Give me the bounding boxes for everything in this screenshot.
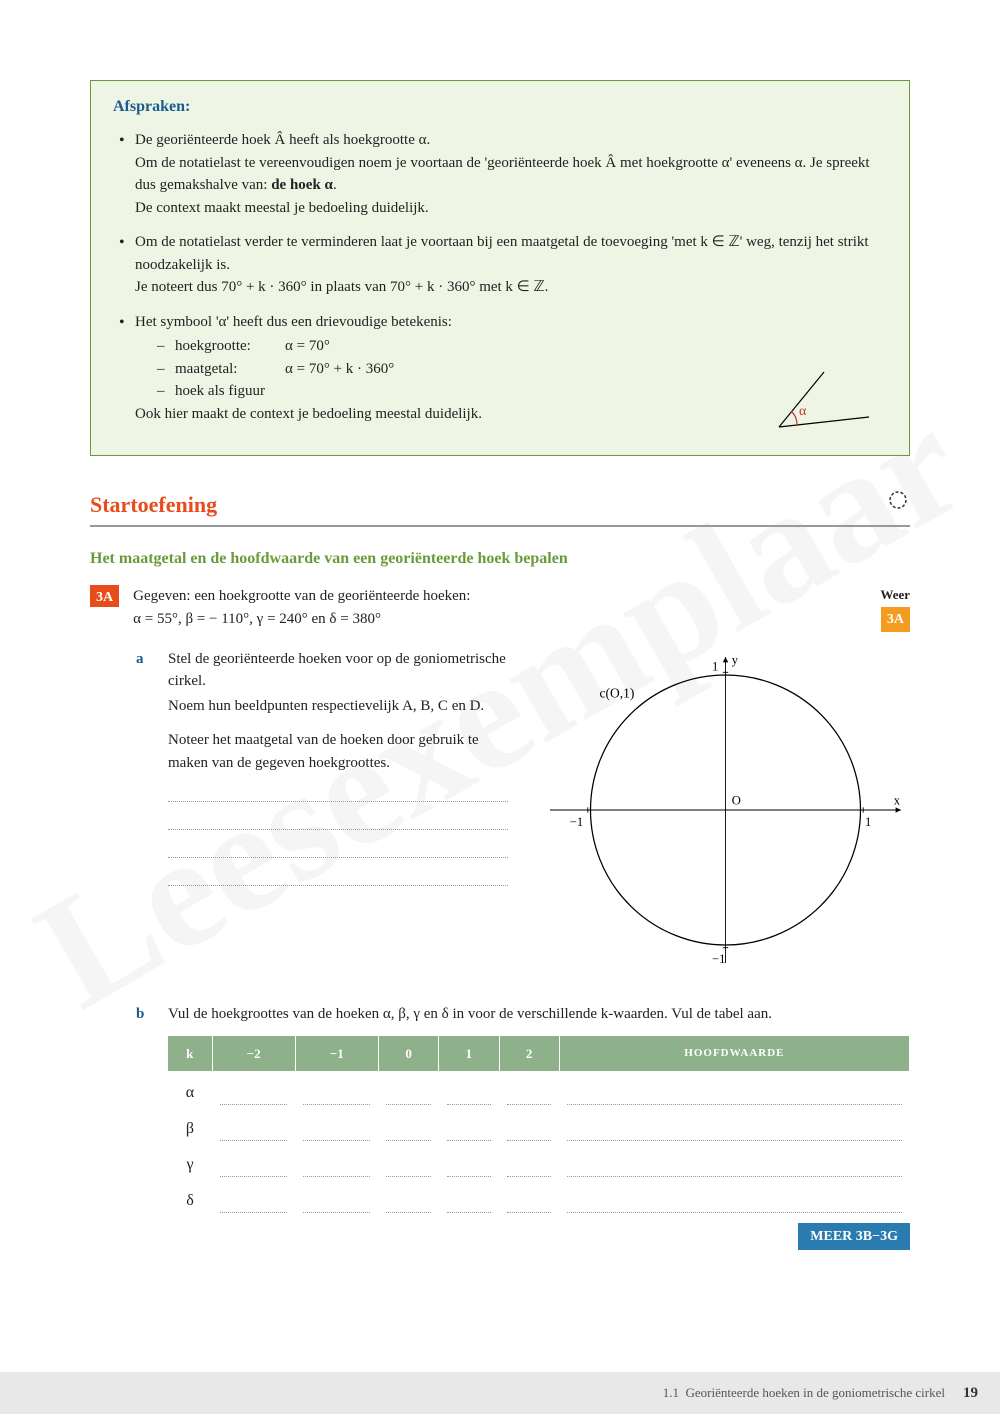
cell[interactable] [295, 1143, 378, 1179]
afspraken-box: Afspraken: De georiënteerde hoek Â heeft… [90, 80, 910, 456]
svg-text:1: 1 [712, 659, 718, 673]
row-label: α [168, 1071, 212, 1107]
unit-circle: x y O 1 1 −1 −1 c(O,1) [532, 648, 910, 972]
page-footer: 1.1 Georiënteerde hoeken in de goniometr… [0, 1372, 1000, 1414]
alpha-label: α [799, 404, 807, 419]
row-label: γ [168, 1143, 212, 1179]
b2-line2: Je noteert dus 70° + k · 360° in plaats … [135, 279, 548, 295]
footer-title: Georiënteerde hoeken in de goniometrisch… [685, 1385, 945, 1400]
table-row: γ [168, 1143, 910, 1179]
footer-section: 1.1 [663, 1385, 679, 1400]
answer-line[interactable] [168, 808, 508, 830]
b1-line1: De georiënteerde hoek Â heeft als hoekgr… [135, 132, 430, 148]
weer-label: Weer [880, 585, 910, 605]
b3-line1: Het symbool 'α' heeft dus een drievoudig… [135, 314, 452, 330]
cell[interactable] [295, 1107, 378, 1143]
cell[interactable] [439, 1143, 499, 1179]
b1-line3: De context maakt meestal je bedoeling du… [135, 200, 429, 216]
cell[interactable] [559, 1179, 909, 1215]
svg-text:1: 1 [865, 815, 871, 829]
gear-icon [886, 488, 910, 521]
svg-text:O: O [732, 793, 741, 807]
th-col: 0 [378, 1036, 438, 1072]
b3-line2: Ook hier maakt de context je bedoeling m… [135, 406, 482, 422]
b3-s1-val: α = 70° [285, 338, 330, 354]
b-text: Vul de hoekgroottes van de hoeken α, β, … [168, 1003, 910, 1026]
row-label: δ [168, 1179, 212, 1215]
cell[interactable] [499, 1179, 559, 1215]
svg-text:y: y [732, 653, 739, 667]
cell[interactable] [378, 1071, 438, 1107]
table-row: α [168, 1071, 910, 1107]
cell[interactable] [212, 1071, 295, 1107]
cell[interactable] [559, 1071, 909, 1107]
answer-line[interactable] [168, 836, 508, 858]
b3-s1-label: hoekgrootte: [175, 335, 285, 358]
subheader: Het maatgetal en de hoofdwaarde van een … [90, 547, 910, 571]
th-col: 2 [499, 1036, 559, 1072]
cell[interactable] [499, 1071, 559, 1107]
cell[interactable] [499, 1143, 559, 1179]
bullet-2: Om de notatielast verder te verminderen … [113, 231, 887, 299]
th-hoofd: hoofdwaarde [559, 1036, 909, 1072]
cell[interactable] [212, 1179, 295, 1215]
afspraken-title: Afspraken: [113, 95, 887, 119]
given-line2: α = 55°, β = − 110°, γ = 240° en δ = 380… [133, 608, 866, 631]
b2-line1: Om de notatielast verder te verminderen … [135, 234, 869, 273]
th-col: 1 [439, 1036, 499, 1072]
th-col: −1 [295, 1036, 378, 1072]
a-p3: Noteer het maatgetal van de hoeken door … [168, 729, 508, 774]
weer-badge: 3A [881, 607, 910, 632]
section-header: Startoefening [90, 488, 910, 527]
bullet-1: De georiënteerde hoek Â heeft als hoekgr… [113, 129, 887, 219]
a-p2: Noem hun beeldpunten respectievelijk A, … [168, 695, 508, 718]
th-k: k [168, 1036, 212, 1072]
b3-s2-val: α = 70° + k · 360° [285, 361, 394, 377]
cell[interactable] [295, 1179, 378, 1215]
cell[interactable] [212, 1143, 295, 1179]
part-b-label: b [136, 1003, 154, 1250]
answer-line[interactable] [168, 780, 508, 802]
cell[interactable] [378, 1107, 438, 1143]
cell[interactable] [212, 1107, 295, 1143]
cell[interactable] [559, 1107, 909, 1143]
svg-text:c(O,1): c(O,1) [600, 685, 635, 700]
b1-bold: de hoek α [271, 177, 333, 193]
given-line1: Gegeven: een hoekgrootte van de georiënt… [133, 585, 866, 608]
exercise-badge: 3A [90, 585, 119, 607]
a-p1: Stel de georiënteerde hoeken voor op de … [168, 648, 508, 693]
meer-tag: MEER 3B−3G [798, 1223, 910, 1250]
b1-period: . [333, 177, 337, 193]
section-title: Startoefening [90, 488, 217, 521]
part-a-label: a [136, 648, 154, 980]
angle-figure: α [769, 367, 879, 437]
k-table: k −2 −1 0 1 2 hoofdwaarde α [168, 1036, 910, 1216]
page-number: 19 [963, 1382, 978, 1405]
table-row: β [168, 1107, 910, 1143]
b3-sub1: hoekgrootte:α = 70° [157, 335, 887, 358]
cell[interactable] [439, 1071, 499, 1107]
svg-text:−1: −1 [712, 952, 725, 966]
answer-line[interactable] [168, 864, 508, 886]
th-col: −2 [212, 1036, 295, 1072]
cell[interactable] [499, 1107, 559, 1143]
cell[interactable] [439, 1107, 499, 1143]
cell[interactable] [378, 1143, 438, 1179]
svg-text:−1: −1 [570, 815, 583, 829]
row-label: β [168, 1107, 212, 1143]
b1-line2: Om de notatielast te vereenvoudigen noem… [135, 155, 870, 194]
cell[interactable] [378, 1179, 438, 1215]
table-row: δ [168, 1179, 910, 1215]
svg-text:x: x [894, 793, 901, 807]
cell[interactable] [439, 1179, 499, 1215]
cell[interactable] [295, 1071, 378, 1107]
cell[interactable] [559, 1143, 909, 1179]
b3-s2-label: maatgetal: [175, 358, 285, 381]
